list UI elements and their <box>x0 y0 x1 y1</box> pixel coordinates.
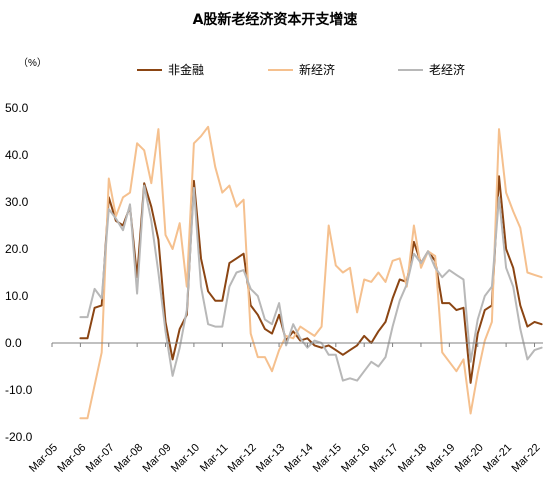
x-tick-label: Mar-13 <box>254 442 287 475</box>
series-line-1 <box>79 125 543 420</box>
x-tick-label: Mar-15 <box>311 442 344 475</box>
x-tick-label: Mar-07 <box>84 442 117 475</box>
legend-label-2: 老经济 <box>429 62 465 77</box>
x-tick-label: Mar-14 <box>282 442 315 475</box>
x-tick-label: Mar-21 <box>481 442 514 475</box>
y-tick-label: 30.0 <box>5 195 29 209</box>
chart-title: A股新老经济资本开支增速 <box>193 11 358 28</box>
y-tick-label: 50.0 <box>5 101 29 115</box>
x-tick-label: Mar-06 <box>55 442 88 475</box>
y-tick-label: 20.0 <box>5 242 29 256</box>
x-tick-label: Mar-12 <box>226 442 259 475</box>
unit-label: （%） <box>18 57 47 69</box>
x-tick-label: Mar-08 <box>112 442 145 475</box>
y-tick-label: -20.0 <box>5 430 33 444</box>
x-tick-label: Mar-10 <box>169 442 202 475</box>
plot-area <box>79 125 543 420</box>
x-tick-label: Mar-11 <box>198 442 231 475</box>
y-tick-label: 10.0 <box>5 289 29 303</box>
x-axis: Mar-05Mar-06Mar-07Mar-08Mar-09Mar-10Mar-… <box>27 342 543 475</box>
x-tick-label: Mar-16 <box>339 442 372 475</box>
legend: 非金融 新经济 老经济 <box>137 62 465 77</box>
x-tick-label: Mar-19 <box>424 442 457 475</box>
x-tick-label: Mar-20 <box>453 442 486 475</box>
x-tick-label: Mar-22 <box>509 442 542 475</box>
y-tick-label: -10.0 <box>5 383 33 397</box>
y-tick-label: 0.0 <box>5 336 22 350</box>
x-tick-label: Mar-17 <box>368 442 401 475</box>
y-tick-label: 40.0 <box>5 148 29 162</box>
x-tick-label: Mar-18 <box>396 442 429 475</box>
legend-item-0: 非金融 <box>137 62 204 77</box>
legend-item-2: 老经济 <box>398 62 465 77</box>
x-tick-label: Mar-05 <box>27 442 60 475</box>
y-axis: 50.0 40.0 30.0 20.0 10.0 0.0 -10.0 -20.0 <box>5 101 33 444</box>
series-line-0 <box>79 175 543 384</box>
x-tick-label: Mar-09 <box>141 442 174 475</box>
legend-label-0: 非金融 <box>168 62 204 77</box>
legend-label-1: 新经济 <box>299 62 335 77</box>
series-line-2 <box>79 184 543 382</box>
legend-item-1: 新经济 <box>268 62 335 77</box>
